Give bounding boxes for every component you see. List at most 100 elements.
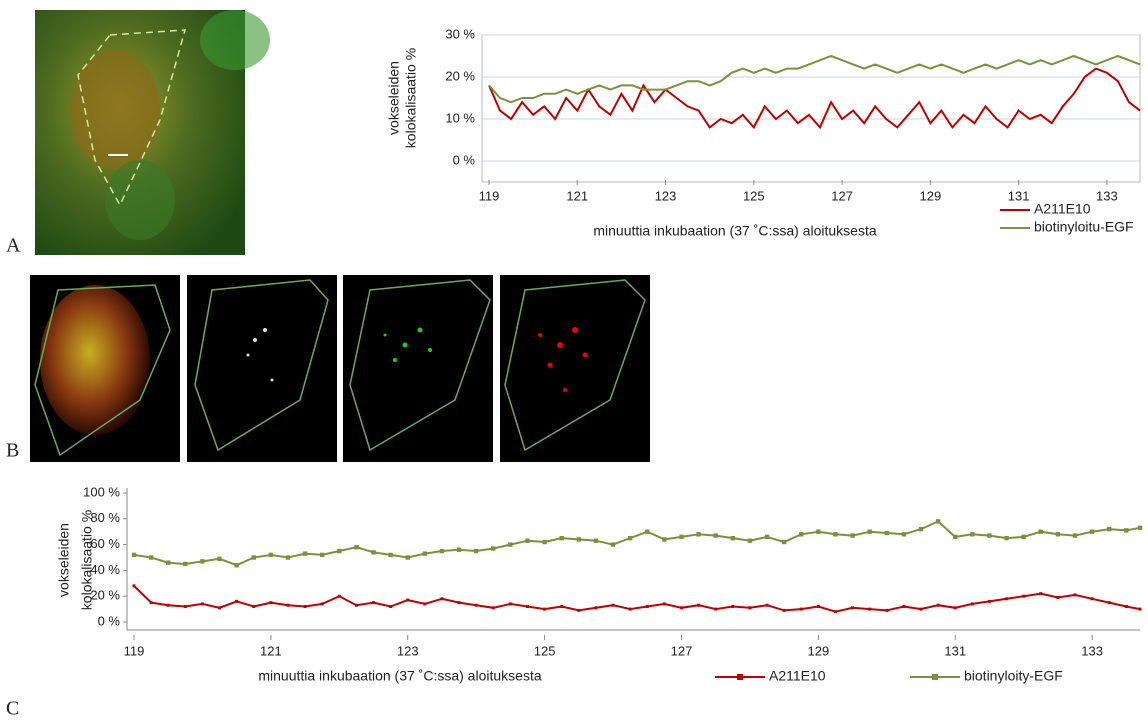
data-point (1021, 534, 1026, 540)
x-tick-label: 119 (124, 643, 145, 658)
data-point (508, 542, 513, 547)
data-point (200, 559, 205, 564)
data-point (1138, 607, 1142, 611)
series-line (488, 67, 1141, 130)
plot-frame (481, 34, 1141, 183)
data-point (748, 606, 752, 610)
y-axis-title: vokseleiden (56, 523, 72, 597)
data-point (1089, 529, 1095, 534)
data-point (593, 538, 599, 543)
legend-marker (737, 674, 743, 680)
data-point (440, 597, 444, 601)
data-point (645, 529, 650, 534)
data-point (320, 602, 324, 606)
micrograph-b (30, 275, 650, 462)
data-point (389, 605, 393, 609)
x-tick-label: 123 (397, 643, 419, 658)
data-point (473, 548, 479, 554)
y-tick-label: 30 % (445, 26, 475, 41)
data-point (953, 606, 957, 610)
data-point (851, 606, 855, 610)
data-point (1124, 528, 1129, 533)
legend-label: A211E10 (769, 668, 826, 684)
data-point (217, 556, 222, 561)
data-point (731, 605, 735, 609)
data-point (526, 605, 530, 609)
data-point (235, 599, 239, 603)
data-point (816, 529, 821, 534)
data-point (1005, 597, 1009, 601)
data-point (183, 605, 187, 609)
y-axis-title: kolokalisaatio % (403, 48, 419, 148)
data-point (560, 605, 564, 609)
y-tick-label: 80 % (90, 510, 120, 525)
data-point (337, 548, 342, 554)
data-point (508, 602, 512, 606)
data-point (662, 537, 667, 542)
data-point (166, 560, 171, 565)
data-point (269, 601, 273, 605)
x-tick-label: 125 (534, 643, 556, 658)
data-point (577, 608, 581, 612)
legend-label: A211E10 (1034, 201, 1091, 217)
data-point (166, 603, 170, 607)
y-tick-label: 10 % (445, 110, 475, 125)
x-tick-label: 129 (808, 643, 830, 658)
data-point (251, 555, 256, 560)
data-point (491, 546, 496, 551)
data-point (319, 552, 325, 558)
data-point (406, 598, 410, 602)
data-point (611, 603, 615, 607)
data-point (679, 534, 684, 540)
data-point (919, 607, 923, 611)
y-tick-label: 60 % (90, 536, 120, 551)
data-point (131, 552, 137, 558)
data-point (218, 606, 222, 610)
data-point (302, 551, 308, 556)
panel-label: C (6, 698, 19, 720)
data-point (970, 532, 975, 537)
data-point (833, 610, 837, 614)
y-tick-label: 20 % (90, 588, 120, 603)
data-point (1038, 529, 1043, 534)
x-tick-label: 127 (831, 188, 853, 203)
x-tick-label: 131 (944, 643, 966, 658)
data-point (183, 561, 188, 567)
data-point (987, 599, 991, 603)
x-tick-label: 133 (1081, 643, 1103, 658)
data-point (1055, 532, 1061, 537)
data-point (679, 606, 683, 610)
data-point (559, 535, 564, 541)
data-point (696, 532, 701, 537)
data-point (1090, 597, 1094, 601)
data-point (799, 607, 803, 611)
data-point (354, 544, 359, 550)
data-point (765, 603, 769, 607)
data-point (200, 602, 204, 606)
legend-label: biotinyloitu-EGF (1034, 219, 1134, 235)
data-point (474, 603, 478, 607)
data-point (1137, 525, 1143, 531)
y-axis-title: kolokalisaatio % (79, 510, 95, 610)
data-point (782, 608, 786, 612)
data-point (610, 542, 616, 547)
data-point (457, 601, 461, 605)
series-line (488, 54, 1141, 104)
micrograph-a (35, 10, 270, 255)
x-tick-label: 129 (920, 188, 942, 203)
x-axis-title: minuuttia inkubaation (37 ˚C:ssa) aloitu… (593, 223, 876, 239)
y-tick-label: 0 % (98, 613, 121, 628)
data-point (439, 548, 445, 554)
x-tick-label: 121 (566, 188, 588, 203)
data-point (576, 537, 582, 542)
data-point (747, 538, 753, 543)
data-point (268, 552, 274, 558)
x-tick-label: 131 (1008, 188, 1030, 203)
data-point (456, 547, 462, 552)
data-point (936, 603, 940, 607)
data-point (1022, 594, 1026, 598)
data-point (286, 603, 290, 607)
data-point (730, 535, 736, 541)
y-tick-label: 40 % (90, 562, 120, 577)
